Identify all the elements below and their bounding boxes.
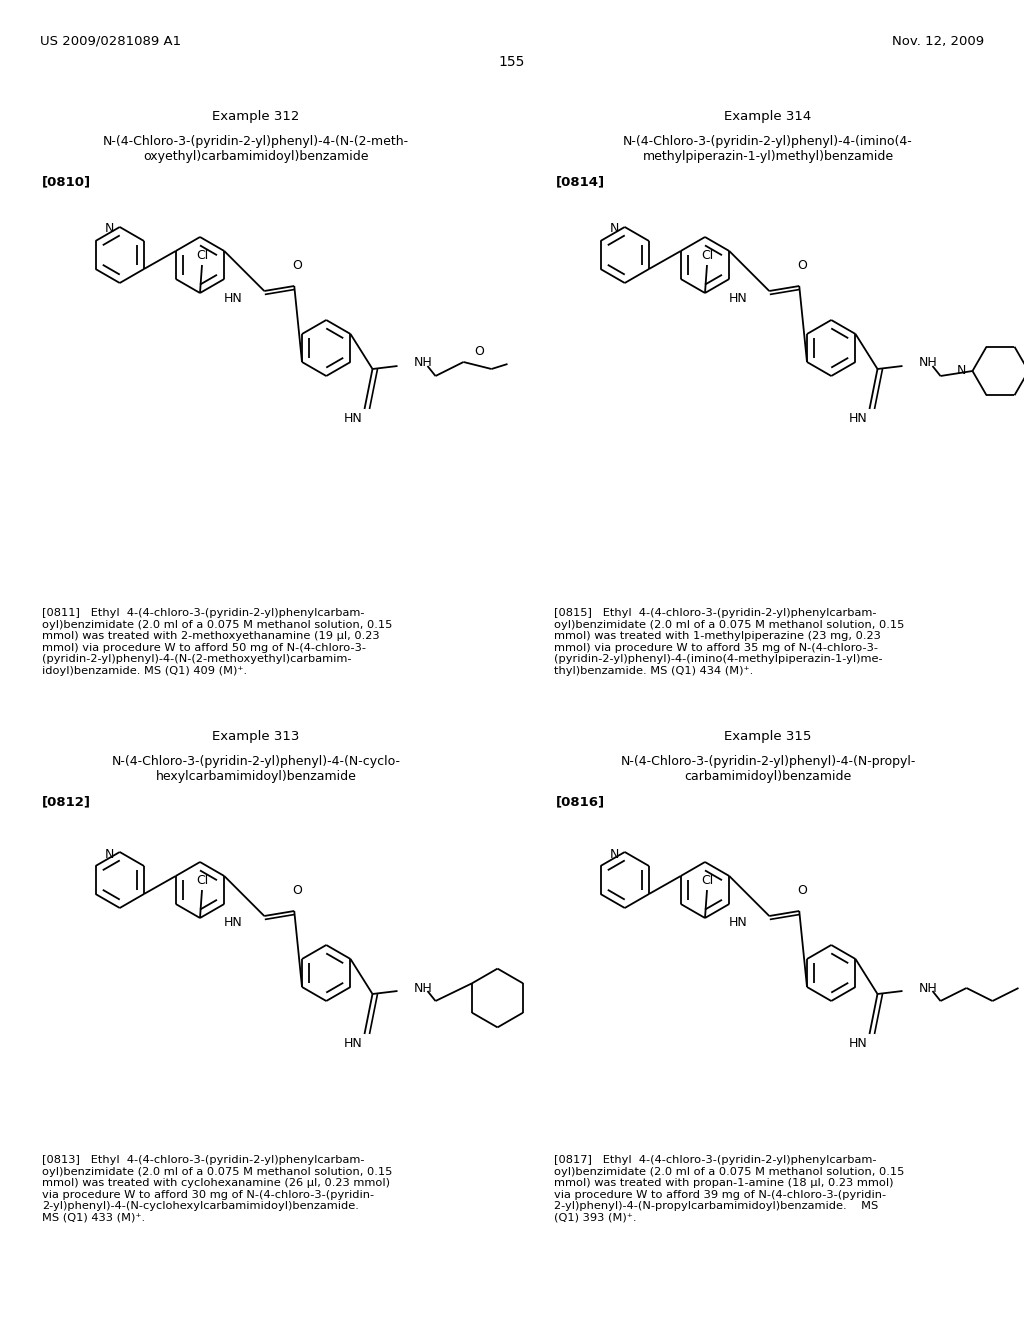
Text: Example 312: Example 312 (212, 110, 300, 123)
Text: N-(4-Chloro-3-(pyridin-2-yl)phenyl)-4-(imino(4-
methylpiperazin-1-yl)methyl)benz: N-(4-Chloro-3-(pyridin-2-yl)phenyl)-4-(i… (624, 135, 912, 162)
Text: O: O (798, 259, 807, 272)
Text: [0810]: [0810] (42, 176, 91, 187)
Text: HN: HN (344, 1038, 362, 1049)
Text: N-(4-Chloro-3-(pyridin-2-yl)phenyl)-4-(N-cyclo-
hexylcarbamimidoyl)benzamide: N-(4-Chloro-3-(pyridin-2-yl)phenyl)-4-(N… (112, 755, 400, 783)
Text: Cl: Cl (196, 874, 208, 887)
Text: Cl: Cl (700, 874, 713, 887)
Text: NH: NH (919, 982, 937, 994)
Text: HN: HN (344, 412, 362, 425)
Text: HN: HN (223, 292, 243, 305)
Text: Cl: Cl (700, 249, 713, 261)
Text: Cl: Cl (196, 249, 208, 261)
Text: HN: HN (849, 412, 867, 425)
Text: [0811]   Ethyl  4-(4-chloro-3-(pyridin-2-yl)phenylcarbam-
oyl)benzimidate (2.0 m: [0811] Ethyl 4-(4-chloro-3-(pyridin-2-yl… (42, 609, 392, 676)
Text: N: N (104, 847, 114, 861)
Text: N: N (609, 223, 618, 235)
Text: Example 314: Example 314 (724, 110, 812, 123)
Text: N: N (609, 847, 618, 861)
Text: NH: NH (414, 356, 432, 370)
Text: HN: HN (728, 916, 748, 929)
Text: [0817]   Ethyl  4-(4-chloro-3-(pyridin-2-yl)phenylcarbam-
oyl)benzimidate (2.0 m: [0817] Ethyl 4-(4-chloro-3-(pyridin-2-yl… (554, 1155, 904, 1224)
Text: O: O (798, 884, 807, 898)
Text: N-(4-Chloro-3-(pyridin-2-yl)phenyl)-4-(N-(2-meth-
oxyethyl)carbamimidoyl)benzami: N-(4-Chloro-3-(pyridin-2-yl)phenyl)-4-(N… (103, 135, 409, 162)
Text: Nov. 12, 2009: Nov. 12, 2009 (892, 36, 984, 48)
Text: N-(4-Chloro-3-(pyridin-2-yl)phenyl)-4-(N-propyl-
carbamimidoyl)benzamide: N-(4-Chloro-3-(pyridin-2-yl)phenyl)-4-(N… (621, 755, 915, 783)
Text: HN: HN (223, 916, 243, 929)
Text: [0814]: [0814] (556, 176, 605, 187)
Text: [0816]: [0816] (556, 795, 605, 808)
Text: [0815]   Ethyl  4-(4-chloro-3-(pyridin-2-yl)phenylcarbam-
oyl)benzimidate (2.0 m: [0815] Ethyl 4-(4-chloro-3-(pyridin-2-yl… (554, 609, 904, 676)
Text: N: N (104, 223, 114, 235)
Text: US 2009/0281089 A1: US 2009/0281089 A1 (40, 36, 181, 48)
Text: 155: 155 (499, 55, 525, 69)
Text: O: O (292, 884, 302, 898)
Text: Example 313: Example 313 (212, 730, 300, 743)
Text: NH: NH (414, 982, 432, 994)
Text: [0812]: [0812] (42, 795, 91, 808)
Text: NH: NH (919, 356, 937, 370)
Text: [0813]   Ethyl  4-(4-chloro-3-(pyridin-2-yl)phenylcarbam-
oyl)benzimidate (2.0 m: [0813] Ethyl 4-(4-chloro-3-(pyridin-2-yl… (42, 1155, 392, 1224)
Text: O: O (292, 259, 302, 272)
Text: HN: HN (849, 1038, 867, 1049)
Text: N: N (957, 364, 967, 378)
Text: O: O (474, 345, 484, 358)
Text: Example 315: Example 315 (724, 730, 812, 743)
Text: HN: HN (728, 292, 748, 305)
